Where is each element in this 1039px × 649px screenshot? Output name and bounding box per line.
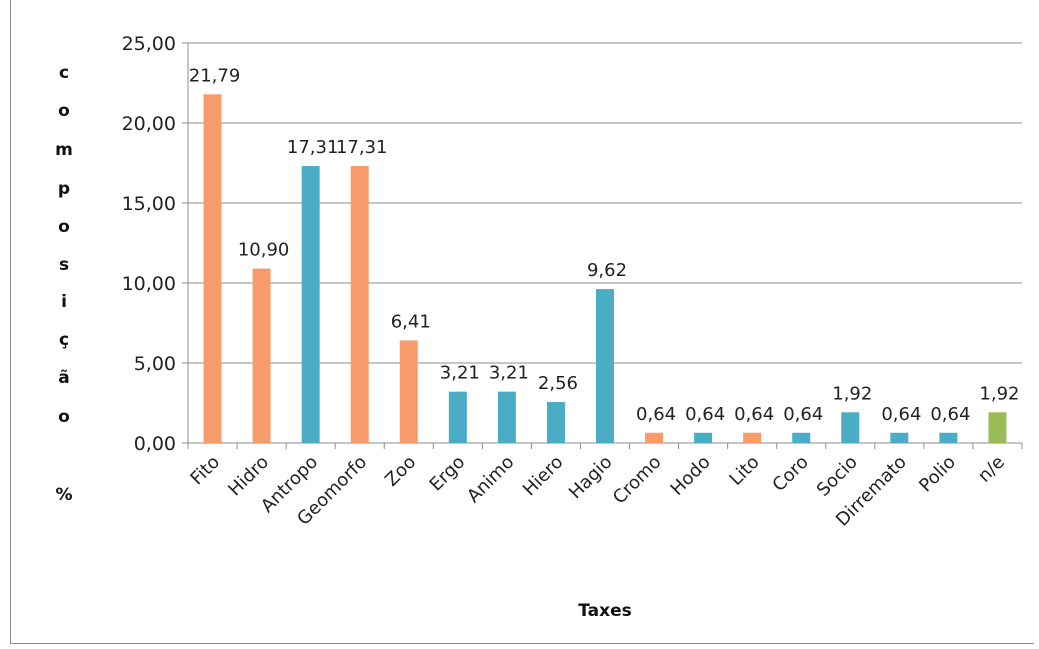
bar	[645, 432, 664, 443]
y-axis-title-char: i	[61, 292, 67, 312]
y-tick-label: 25,00	[122, 33, 176, 55]
x-tick-label: Cromo	[609, 452, 666, 509]
data-label: 10,90	[238, 240, 290, 261]
y-axis-title-char: ã	[58, 368, 69, 388]
x-tick-label: Animo	[463, 452, 518, 507]
data-label: 17,31	[287, 137, 339, 158]
y-axis-title-char: m	[55, 140, 73, 160]
bar	[988, 412, 1007, 443]
x-axis-title: Taxes	[578, 601, 632, 621]
y-axis-unit: %	[55, 485, 72, 505]
y-tick-label: 10,00	[122, 273, 176, 295]
bar	[841, 412, 860, 443]
x-tick-label: Fito	[186, 452, 224, 490]
x-tick-label: Lito	[725, 452, 763, 490]
bar	[203, 94, 222, 444]
data-label: 3,21	[440, 363, 480, 384]
data-label: 1,92	[979, 383, 1019, 404]
data-label: 21,79	[189, 65, 241, 86]
x-tick-label: Hodo	[667, 452, 715, 500]
data-label: 0,64	[734, 404, 774, 425]
data-label: 2,56	[538, 373, 578, 394]
data-label: 0,64	[930, 404, 970, 425]
x-tick-label: Hiero	[519, 452, 568, 501]
bar	[694, 432, 713, 443]
y-tick-label: 5,00	[134, 353, 176, 375]
bar	[399, 340, 418, 443]
chart-frame	[10, 0, 1034, 644]
bar	[252, 268, 271, 443]
y-tick-label: 0,00	[134, 433, 176, 455]
x-tick-label: Ergo	[426, 452, 470, 496]
data-label: 3,21	[489, 363, 529, 384]
bar	[890, 432, 909, 443]
data-label: 0,64	[636, 404, 676, 425]
data-label: 0,64	[685, 404, 725, 425]
y-axis-title-char: s	[59, 255, 69, 275]
y-axis-title-char: o	[58, 217, 70, 237]
bar	[939, 432, 958, 443]
y-tick-label: 15,00	[122, 193, 176, 215]
y-tick-label: 20,00	[122, 113, 176, 135]
bar	[350, 166, 369, 444]
data-label: 17,31	[336, 137, 388, 158]
data-label: 9,62	[587, 260, 627, 281]
data-label: 6,41	[391, 311, 431, 332]
bar	[448, 391, 467, 443]
x-tick-label: n/e	[974, 452, 1009, 487]
x-tick-label: Hagio	[565, 452, 617, 504]
bar	[546, 402, 565, 443]
bar	[792, 432, 811, 443]
x-tick-label: Zoo	[381, 452, 420, 491]
bar	[743, 432, 762, 443]
x-tick-label: Coro	[768, 452, 812, 496]
data-label: 0,64	[783, 404, 823, 425]
data-label: 0,64	[881, 404, 921, 425]
y-axis-title-char: ç	[59, 330, 69, 350]
y-axis-title-char: c	[59, 63, 69, 83]
x-tick-label: Polio	[915, 452, 960, 497]
data-label: 1,92	[832, 383, 872, 404]
bar	[301, 166, 320, 444]
y-axis-title-char: p	[58, 179, 70, 199]
bar	[497, 391, 516, 443]
y-axis-title-char: o	[58, 407, 70, 427]
bar	[596, 289, 614, 443]
y-axis-title-char: o	[58, 101, 70, 121]
